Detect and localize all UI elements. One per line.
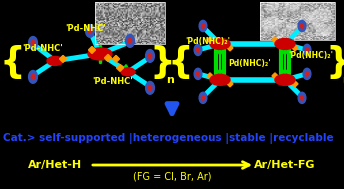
- Text: Cat.> self-supported |heterogeneous |stable |recyclable: Cat.> self-supported |heterogeneous |sta…: [3, 133, 334, 144]
- Ellipse shape: [300, 24, 303, 28]
- Ellipse shape: [29, 36, 37, 49]
- Text: n: n: [166, 75, 174, 85]
- Ellipse shape: [47, 56, 63, 65]
- Text: n: n: [342, 75, 344, 85]
- Ellipse shape: [194, 68, 202, 79]
- Polygon shape: [207, 37, 213, 43]
- Text: }: }: [149, 45, 175, 79]
- Text: 'Pd-NHC': 'Pd-NHC': [22, 44, 63, 53]
- Ellipse shape: [121, 68, 135, 76]
- Ellipse shape: [275, 74, 295, 85]
- Ellipse shape: [202, 24, 205, 28]
- Ellipse shape: [300, 96, 303, 100]
- Text: {: {: [0, 45, 25, 79]
- Ellipse shape: [128, 38, 132, 43]
- Ellipse shape: [305, 72, 309, 76]
- Polygon shape: [117, 64, 123, 71]
- Bar: [95, 2, 165, 44]
- Ellipse shape: [303, 68, 311, 79]
- Polygon shape: [88, 46, 96, 53]
- Polygon shape: [227, 81, 233, 87]
- Ellipse shape: [298, 20, 306, 32]
- Polygon shape: [292, 81, 298, 87]
- Ellipse shape: [88, 28, 92, 33]
- Text: 'Pd(NHC)₂': 'Pd(NHC)₂': [185, 37, 230, 46]
- Ellipse shape: [146, 81, 154, 94]
- Polygon shape: [105, 54, 111, 61]
- Ellipse shape: [202, 96, 205, 100]
- Ellipse shape: [86, 25, 94, 37]
- Ellipse shape: [303, 44, 311, 56]
- Ellipse shape: [31, 74, 35, 79]
- Ellipse shape: [148, 53, 152, 59]
- Ellipse shape: [199, 20, 207, 32]
- Polygon shape: [227, 45, 233, 51]
- Ellipse shape: [298, 92, 306, 103]
- Text: Ar/Het-H: Ar/Het-H: [28, 160, 82, 170]
- Ellipse shape: [29, 70, 37, 83]
- Text: (FG = Cl, Br, Ar): (FG = Cl, Br, Ar): [133, 171, 211, 181]
- Bar: [260, 2, 335, 40]
- Text: 'Pd-NHC': 'Pd-NHC': [65, 24, 106, 33]
- Ellipse shape: [196, 48, 200, 52]
- Ellipse shape: [88, 48, 112, 60]
- Ellipse shape: [126, 35, 135, 47]
- Polygon shape: [292, 45, 298, 51]
- Polygon shape: [272, 73, 278, 79]
- Polygon shape: [60, 55, 66, 62]
- Text: 'Pd-NHC': 'Pd-NHC': [92, 77, 133, 86]
- Text: }: }: [325, 45, 344, 79]
- Ellipse shape: [31, 40, 35, 46]
- Text: {: {: [167, 45, 193, 79]
- Ellipse shape: [148, 85, 152, 91]
- Polygon shape: [207, 73, 213, 79]
- Ellipse shape: [210, 74, 230, 85]
- Polygon shape: [272, 37, 278, 43]
- Ellipse shape: [194, 44, 202, 56]
- Text: 'Pd(NHC)₂': 'Pd(NHC)₂': [288, 51, 333, 60]
- Ellipse shape: [199, 92, 207, 103]
- Ellipse shape: [210, 38, 230, 49]
- Ellipse shape: [196, 72, 200, 76]
- Text: Ar/Het-FG: Ar/Het-FG: [254, 160, 316, 170]
- Ellipse shape: [305, 48, 309, 52]
- Ellipse shape: [275, 38, 295, 49]
- Text: Pd(NHC)₂': Pd(NHC)₂': [228, 59, 271, 68]
- Polygon shape: [112, 55, 119, 62]
- Ellipse shape: [146, 50, 154, 62]
